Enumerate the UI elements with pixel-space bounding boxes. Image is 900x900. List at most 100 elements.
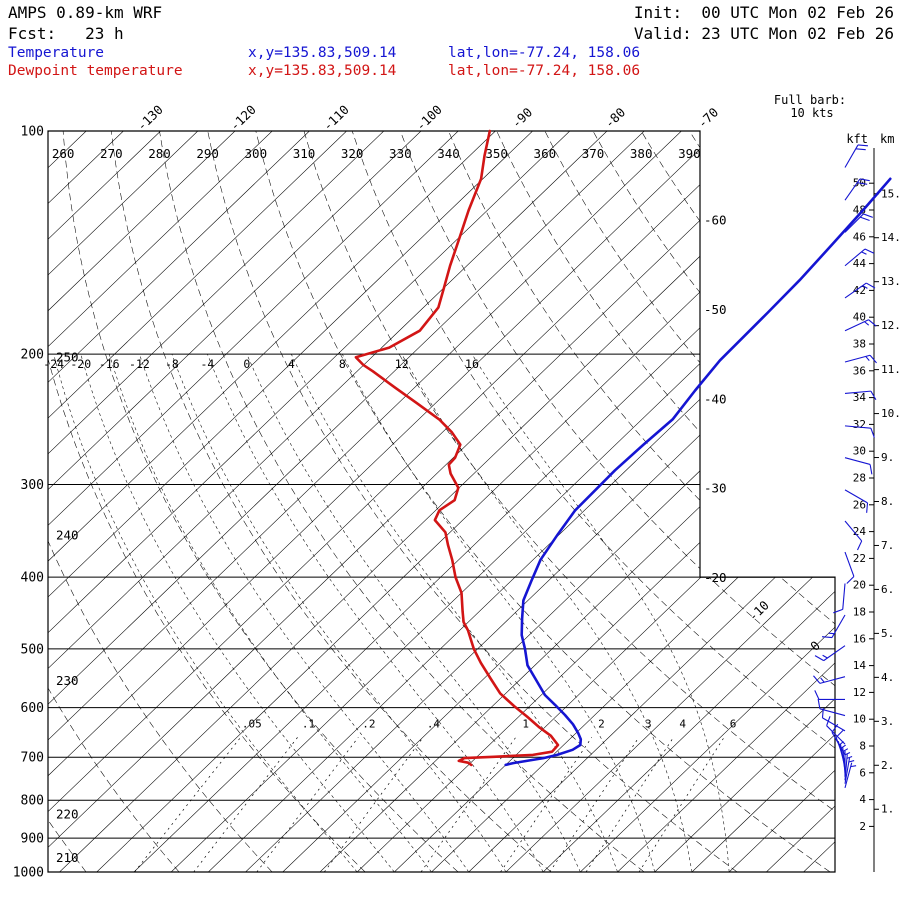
- svg-text:340: 340: [437, 146, 460, 161]
- svg-text:7.: 7.: [881, 539, 894, 552]
- svg-text:370: 370: [582, 146, 605, 161]
- svg-text:16: 16: [853, 632, 866, 645]
- legend-temperature-xy: x,y=135.83,509.14: [248, 45, 397, 61]
- svg-text:800: 800: [21, 794, 44, 809]
- svg-text:1.: 1.: [881, 803, 894, 816]
- svg-text:200: 200: [21, 348, 44, 363]
- legend-temperature-latlon: lat,lon=-77.24, 158.06: [448, 45, 641, 61]
- svg-text:36: 36: [853, 364, 866, 377]
- init-time: Init: 00 UTC Mon 02 Feb 26: [633, 3, 894, 22]
- svg-text:.05: .05: [242, 717, 262, 730]
- model-title: AMPS 0.89-km WRF: [8, 3, 163, 22]
- svg-text:22: 22: [853, 552, 866, 565]
- pressure-lines: [48, 130, 835, 873]
- svg-text:-12: -12: [129, 357, 150, 371]
- height-axis: [869, 148, 879, 872]
- svg-text:-30: -30: [704, 481, 727, 496]
- svg-text:-120: -120: [227, 102, 259, 134]
- legend-dewpoint-latlon: lat,lon=-77.24, 158.06: [448, 63, 641, 79]
- legend-temperature-label: Temperature: [8, 45, 105, 61]
- svg-text:2.: 2.: [881, 759, 894, 772]
- svg-text:14: 14: [853, 659, 867, 672]
- svg-text:5.: 5.: [881, 627, 894, 640]
- svg-text:.1: .1: [302, 717, 315, 730]
- svg-text:4: 4: [859, 793, 866, 806]
- svg-text:210: 210: [56, 850, 79, 865]
- svg-text:44: 44: [853, 257, 867, 270]
- svg-text:20: 20: [853, 579, 866, 592]
- svg-text:1000: 1000: [13, 866, 44, 881]
- svg-text:13.: 13.: [881, 275, 900, 288]
- svg-text:8.: 8.: [881, 495, 894, 508]
- svg-text:330: 330: [389, 146, 412, 161]
- svg-text:12: 12: [853, 686, 866, 699]
- svg-text:500: 500: [21, 642, 44, 657]
- svg-text:3: 3: [645, 717, 652, 730]
- svg-text:3.: 3.: [881, 715, 894, 728]
- svg-text:9.: 9.: [881, 451, 894, 464]
- svg-text:.4: .4: [427, 717, 441, 730]
- svg-text:kft: kft: [846, 132, 868, 146]
- full-barb-legend: Full barb:: [774, 93, 846, 107]
- svg-text:12.: 12.: [881, 319, 900, 332]
- svg-text:4: 4: [288, 357, 295, 371]
- plot-border: [47, 130, 836, 873]
- svg-text:400: 400: [21, 571, 44, 586]
- svg-text:40: 40: [853, 311, 866, 324]
- wind-barbs: [813, 144, 877, 789]
- svg-text:8: 8: [339, 357, 346, 371]
- svg-text:390: 390: [678, 146, 701, 161]
- svg-text:2: 2: [598, 717, 605, 730]
- svg-text:10.: 10.: [881, 407, 900, 420]
- svg-text:-20: -20: [704, 570, 727, 585]
- svg-text:360: 360: [534, 146, 557, 161]
- height-axis-labels: kft km50484644424038363432302826242220181…: [774, 93, 900, 833]
- temperature-curve: [504, 177, 892, 767]
- svg-text:.2: .2: [362, 717, 375, 730]
- svg-text:-20: -20: [70, 357, 91, 371]
- svg-text:-90: -90: [509, 105, 536, 131]
- svg-text:15.: 15.: [881, 187, 900, 200]
- svg-text:10 kts: 10 kts: [790, 106, 833, 120]
- svg-text:-70: -70: [695, 105, 722, 131]
- svg-text:290: 290: [196, 146, 219, 161]
- svg-text:48: 48: [853, 204, 866, 217]
- svg-text:-16: -16: [99, 357, 120, 371]
- svg-text:240: 240: [56, 527, 79, 542]
- svg-text:4: 4: [679, 717, 686, 730]
- svg-text:18: 18: [853, 606, 866, 619]
- svg-text:-50: -50: [704, 302, 727, 317]
- svg-text:38: 38: [853, 338, 866, 351]
- svg-text:350: 350: [485, 146, 508, 161]
- svg-text:270: 270: [100, 146, 123, 161]
- forecast-hour: Fcst: 23 h: [8, 24, 124, 43]
- svg-text:2: 2: [859, 820, 866, 833]
- svg-text:260: 260: [52, 146, 75, 161]
- svg-text:-110: -110: [320, 102, 352, 134]
- svg-text:-4: -4: [200, 357, 214, 371]
- svg-text:46: 46: [853, 230, 866, 243]
- svg-text:-130: -130: [134, 102, 166, 134]
- svg-text:6.: 6.: [881, 583, 894, 596]
- valid-time: Valid: 23 UTC Mon 02 Feb 26: [633, 24, 894, 43]
- svg-text:230: 230: [56, 673, 79, 688]
- svg-text:30: 30: [853, 445, 866, 458]
- svg-text:32: 32: [853, 418, 866, 431]
- svg-text:26: 26: [853, 498, 866, 511]
- svg-text:250: 250: [56, 350, 79, 365]
- svg-text:380: 380: [630, 146, 653, 161]
- svg-text:-8: -8: [165, 357, 179, 371]
- svg-text:6: 6: [730, 717, 737, 730]
- svg-text:-80: -80: [602, 105, 629, 131]
- svg-text:24: 24: [853, 525, 867, 538]
- svg-text:11.: 11.: [881, 363, 900, 376]
- svg-text:300: 300: [245, 146, 268, 161]
- svg-text:280: 280: [148, 146, 171, 161]
- svg-text:300: 300: [21, 478, 44, 493]
- dewpoint-curve: [354, 129, 560, 767]
- svg-text:10: 10: [853, 713, 866, 726]
- svg-text:600: 600: [21, 701, 44, 716]
- legend-dewpoint-xy: x,y=135.83,509.14: [248, 63, 397, 79]
